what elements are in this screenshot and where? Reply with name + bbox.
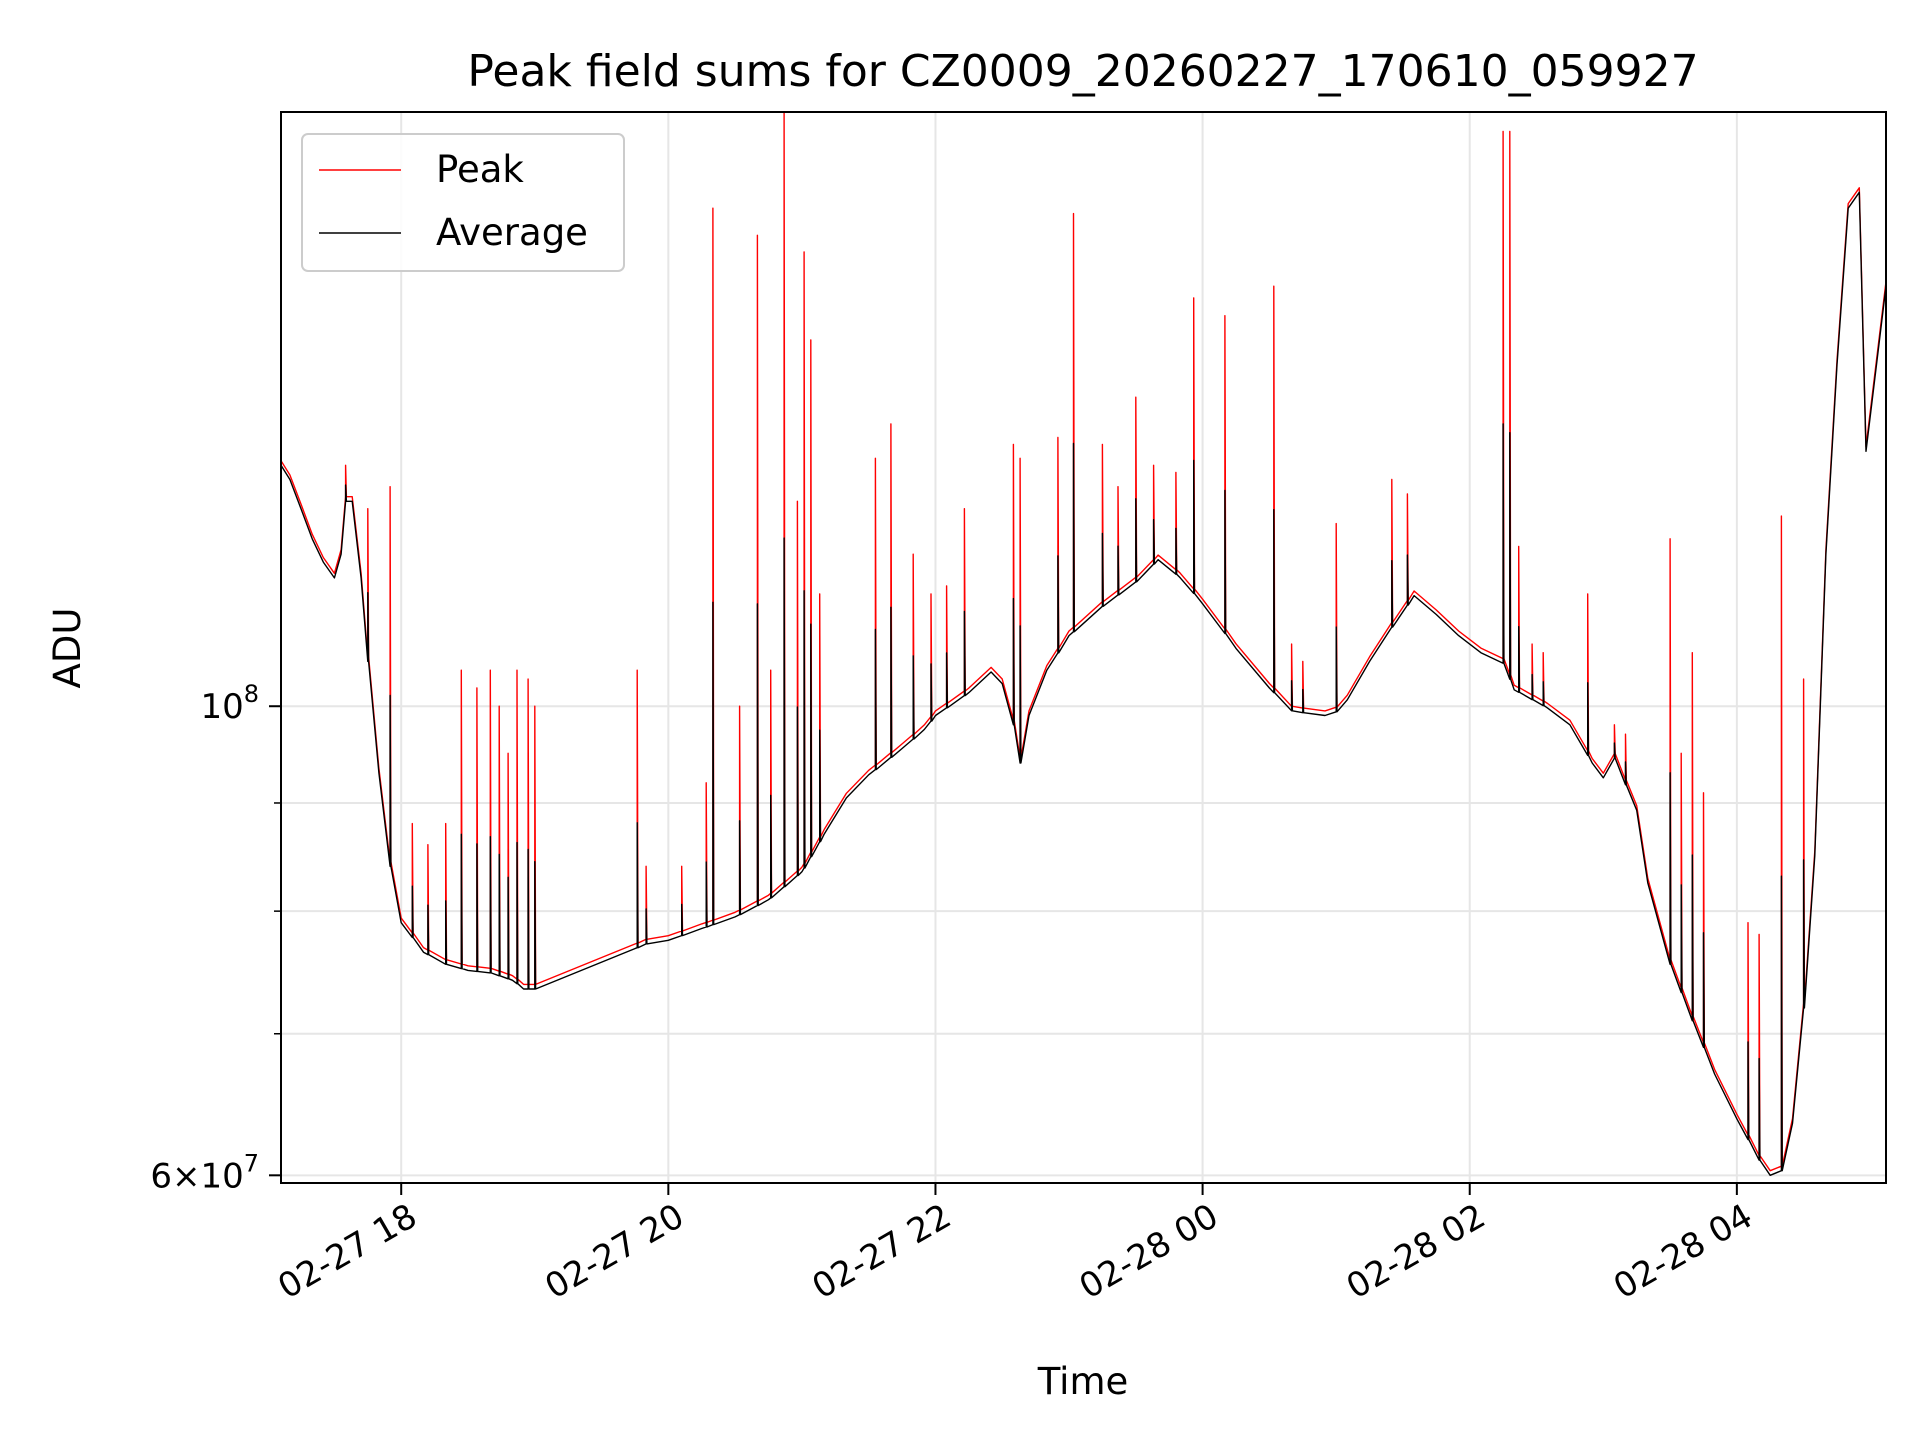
legend: Peak Average xyxy=(301,133,625,272)
y-tick-label: 6×107 xyxy=(150,1149,259,1196)
plot-frame xyxy=(280,111,1887,1184)
y-axis-title: ADU xyxy=(46,608,89,689)
gridlines xyxy=(281,112,1886,1183)
series-line-average xyxy=(281,191,1886,1176)
legend-label-peak: Peak xyxy=(436,148,524,191)
y-tick-label: 108 xyxy=(200,680,259,727)
legend-box xyxy=(301,133,625,272)
x-axis-title: Time xyxy=(1037,1360,1129,1403)
y-axis: 6×107 108 xyxy=(150,680,281,1196)
legend-label-average: Average xyxy=(436,211,588,254)
chart-title: Peak field sums for CZ0009_20260227_1706… xyxy=(467,46,1698,97)
plot-area xyxy=(281,112,1886,1176)
